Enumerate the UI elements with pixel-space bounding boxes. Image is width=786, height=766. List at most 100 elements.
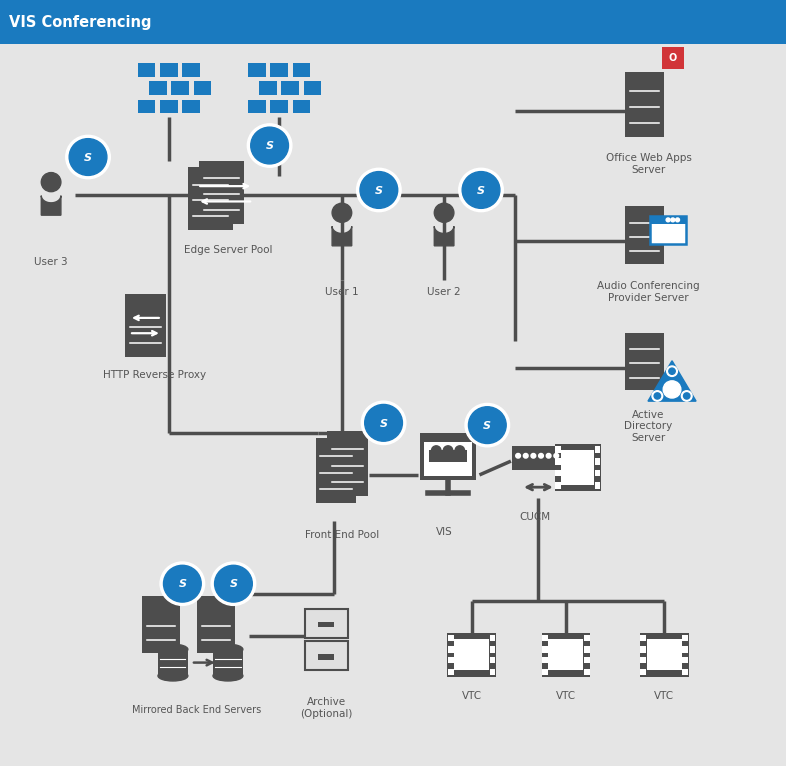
Text: S: S: [483, 421, 491, 431]
Bar: [625, 73, 664, 138]
Text: Mirrored Back End Servers: Mirrored Back End Servers: [132, 705, 261, 715]
Bar: [682, 647, 688, 653]
Circle shape: [667, 218, 670, 222]
Bar: [213, 650, 243, 676]
Text: S: S: [84, 152, 92, 163]
Bar: [142, 596, 180, 653]
Circle shape: [211, 562, 255, 605]
Bar: [149, 81, 167, 95]
Circle shape: [684, 393, 690, 399]
Bar: [542, 647, 548, 653]
Text: Audio Conferencing
Provider Server: Audio Conferencing Provider Server: [597, 281, 700, 303]
Circle shape: [468, 407, 506, 444]
Text: O: O: [669, 53, 677, 64]
Bar: [662, 47, 684, 69]
Circle shape: [654, 393, 660, 399]
Text: VIS: VIS: [435, 527, 453, 537]
Bar: [682, 669, 688, 675]
Circle shape: [523, 453, 528, 458]
Bar: [429, 450, 443, 462]
Bar: [199, 161, 244, 224]
Text: VTC: VTC: [556, 691, 576, 701]
Bar: [303, 81, 321, 95]
Bar: [594, 446, 600, 453]
Circle shape: [531, 453, 536, 458]
Bar: [305, 641, 348, 670]
Text: S: S: [230, 579, 237, 590]
Circle shape: [160, 562, 204, 605]
Bar: [292, 100, 310, 113]
Text: VIS Conferencing: VIS Conferencing: [9, 15, 152, 30]
Text: User 2: User 2: [428, 287, 461, 297]
Bar: [542, 669, 548, 675]
Circle shape: [69, 139, 107, 175]
Bar: [542, 635, 548, 641]
Circle shape: [669, 368, 675, 375]
Bar: [556, 458, 561, 465]
Circle shape: [663, 381, 681, 398]
Bar: [292, 63, 310, 77]
Bar: [0, 0, 786, 44]
Bar: [138, 100, 156, 113]
Bar: [641, 669, 646, 675]
Circle shape: [435, 203, 454, 222]
Bar: [160, 63, 178, 77]
Bar: [315, 438, 357, 503]
Bar: [454, 640, 489, 670]
Bar: [318, 654, 334, 660]
Bar: [561, 450, 594, 485]
Bar: [420, 433, 476, 480]
Bar: [594, 470, 600, 476]
Bar: [641, 635, 646, 641]
Ellipse shape: [158, 671, 188, 681]
Bar: [270, 100, 288, 113]
Bar: [305, 609, 348, 638]
Circle shape: [357, 169, 401, 211]
Bar: [542, 657, 548, 663]
Circle shape: [215, 565, 252, 602]
Circle shape: [671, 218, 675, 222]
Ellipse shape: [158, 644, 188, 654]
Text: Office Web Apps
Server: Office Web Apps Server: [605, 153, 692, 175]
Bar: [512, 446, 565, 470]
Ellipse shape: [213, 644, 243, 654]
Bar: [248, 63, 266, 77]
Bar: [490, 635, 495, 641]
Circle shape: [681, 391, 692, 401]
Bar: [594, 482, 600, 489]
Bar: [448, 647, 454, 653]
Bar: [556, 482, 561, 489]
Bar: [682, 657, 688, 663]
Bar: [490, 647, 495, 653]
Polygon shape: [648, 361, 696, 401]
Ellipse shape: [213, 671, 243, 681]
Bar: [584, 657, 590, 663]
Circle shape: [443, 446, 453, 455]
Text: S: S: [380, 418, 387, 429]
Bar: [556, 470, 561, 476]
Bar: [584, 635, 590, 641]
Bar: [318, 622, 334, 627]
Bar: [138, 63, 156, 77]
Bar: [171, 81, 189, 95]
Circle shape: [362, 401, 406, 444]
Bar: [193, 81, 211, 95]
Bar: [490, 657, 495, 663]
Circle shape: [465, 404, 509, 447]
Bar: [640, 633, 689, 677]
Bar: [158, 650, 188, 676]
Circle shape: [554, 453, 559, 458]
Text: CUCM: CUCM: [519, 512, 550, 522]
Bar: [448, 669, 454, 675]
Text: User 3: User 3: [35, 257, 68, 267]
Circle shape: [462, 172, 500, 208]
Text: S: S: [266, 141, 274, 152]
Bar: [625, 206, 664, 264]
Bar: [490, 669, 495, 675]
Bar: [647, 640, 681, 670]
Bar: [448, 657, 454, 663]
Bar: [188, 167, 233, 230]
Circle shape: [516, 453, 520, 458]
Text: S: S: [375, 185, 383, 196]
Circle shape: [163, 565, 201, 602]
